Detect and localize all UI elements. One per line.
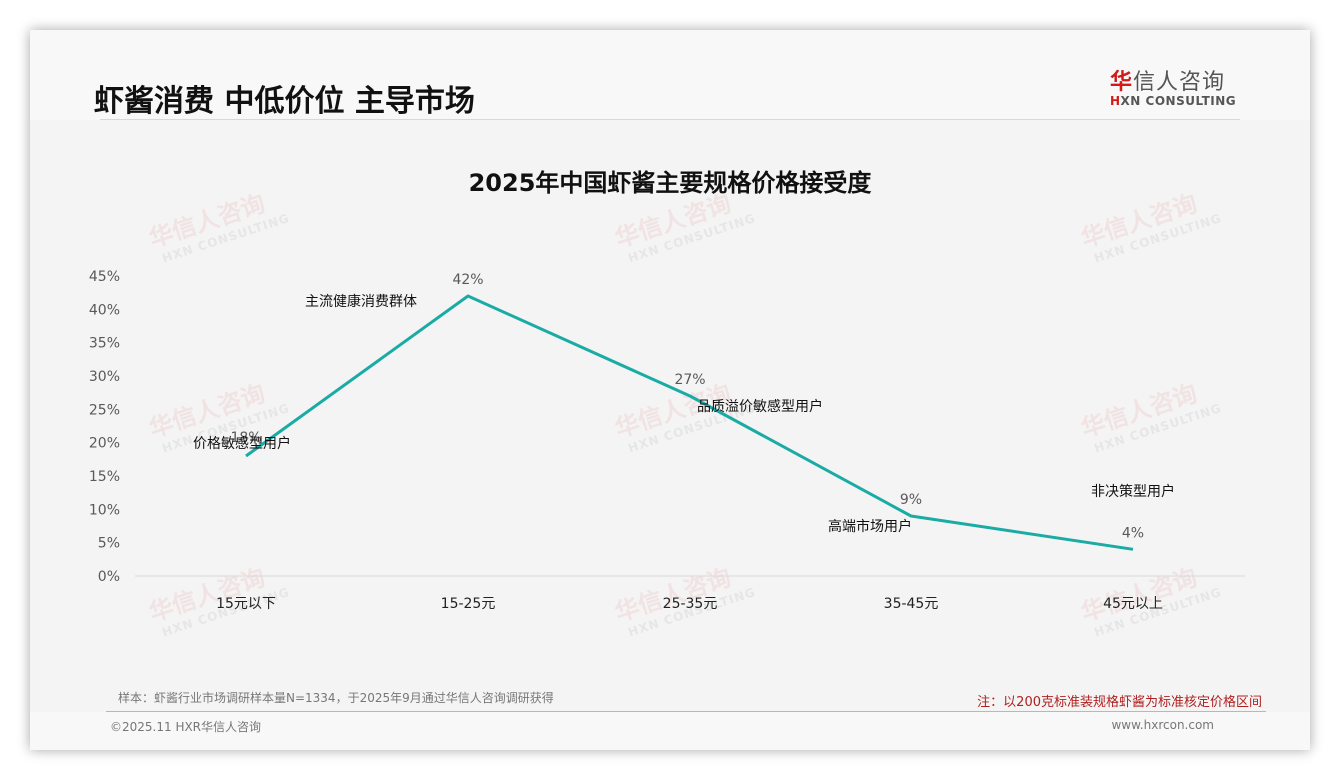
footer-band [30,712,1310,750]
chart-title: 2025年中国虾酱主要规格价格接受度 [468,169,872,197]
slide: 虾酱消费 中低价位 主导市场 华信人咨询 HXN CONSULTING 华信人咨… [30,30,1310,750]
x-tick-label: 15-25元 [441,596,496,612]
segment-annotation: 主流健康消费群体 [305,293,417,310]
segment-annotation: 非决策型用户 [1091,483,1175,500]
y-axis-ticks: 0% 5% 10% 15% 20% 25% 30% 35% 40% 45% [89,269,120,585]
y-tick-label: 40% [89,302,120,318]
header-divider [100,119,1240,120]
y-tick-label: 25% [89,402,120,418]
y-tick-label: 20% [89,436,120,452]
website-link[interactable]: www.hxrcon.com [1111,718,1214,732]
segment-annotation: 高端市场用户 [828,518,912,535]
logo-en-accent: H [1110,94,1121,108]
page-title: 虾酱消费 中低价位 主导市场 [94,84,475,119]
y-tick-label: 30% [89,369,120,385]
data-labels: 18% 42% 27% 9% 4% [230,272,1144,541]
data-label: 42% [452,272,483,288]
company-logo: 华信人咨询 HXN CONSULTING [1110,64,1250,108]
x-tick-label: 25-35元 [663,596,718,612]
logo-en: HXN CONSULTING [1110,94,1250,108]
logo-en-rest: XN CONSULTING [1120,94,1237,108]
y-tick-label: 15% [89,469,120,485]
line-chart: 0% 5% 10% 15% 20% 25% 30% 35% 40% 45% 15元以下 15-25元… [89,269,1245,612]
segment-annotation: 价格敏感型用户 [193,435,291,452]
series-line [245,294,1134,551]
footer-divider [106,711,1266,712]
x-tick-label: 15元以下 [216,596,276,612]
y-tick-label: 35% [89,336,120,352]
data-label: 18% [230,430,261,446]
y-tick-label: 5% [98,536,120,552]
price-note: 注：以200克标准装规格虾酱为标准核定价格区间 [977,695,1262,710]
data-label: 27% [674,372,705,388]
y-tick-label: 45% [89,269,120,285]
x-tick-label: 45元以上 [1103,596,1163,612]
logo-accent: 华 [1110,70,1134,95]
x-tick-label: 35-45元 [884,596,939,612]
data-label: 4% [1122,525,1144,541]
logo-cn-rest: 信人咨询 [1133,70,1226,95]
y-tick-label: 10% [89,502,120,518]
copyright: ©2025.11 HXR华信人咨询 [110,720,262,734]
segment-annotation: 品质溢价敏感型用户 [697,398,823,415]
x-axis-labels: 15元以下 15-25元 25-35元 35-45元 45元以上 [216,596,1163,612]
data-label: 9% [900,492,922,508]
sample-note: 样本：虾酱行业市场调研样本量N=1334，于2025年9月通过华信人咨询调研获得 [118,691,554,705]
logo-cn: 华信人咨询 [1110,64,1250,96]
y-tick-label: 0% [98,569,120,585]
header-band [30,30,1310,120]
